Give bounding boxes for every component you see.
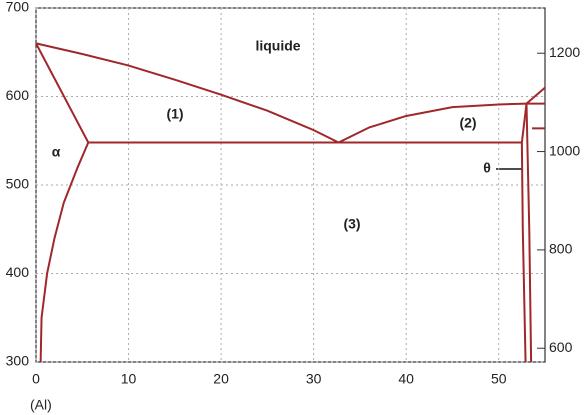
region-label: (2) (459, 115, 476, 131)
region-label: θ (483, 160, 491, 176)
x-tick-label: 10 (121, 371, 137, 387)
phase-boundary (35, 42, 340, 144)
y2-tick-label: 800 (549, 241, 573, 257)
phase-boundary (35, 42, 90, 143)
y-tick-label: 500 (6, 176, 30, 192)
x-axis-label: (Al) (30, 397, 52, 413)
y-tick-label: 400 (6, 264, 30, 280)
region-label: (3) (343, 216, 360, 232)
y2-tick-label: 1200 (549, 44, 580, 60)
y2-tick-label: 1000 (549, 142, 580, 158)
region-label: (1) (166, 106, 183, 122)
y-tick-label: 600 (6, 87, 30, 103)
region-label: α (52, 144, 61, 160)
y-tick-label: 300 (6, 353, 30, 369)
y-tick-label: 700 (6, 0, 30, 15)
x-tick-label: 50 (491, 371, 507, 387)
phase-boundary (525, 103, 533, 363)
phase-boundary (338, 102, 527, 144)
phase-boundary (520, 142, 527, 363)
y2-tick-label: 600 (549, 339, 573, 355)
region-label: liquide (255, 38, 300, 54)
phase-boundary (39, 142, 90, 363)
x-tick-label: 40 (398, 371, 414, 387)
x-tick-label: 20 (213, 371, 229, 387)
x-tick-label: 30 (306, 371, 322, 387)
phase-boundary (525, 86, 546, 105)
x-tick-label: 0 (32, 371, 40, 387)
